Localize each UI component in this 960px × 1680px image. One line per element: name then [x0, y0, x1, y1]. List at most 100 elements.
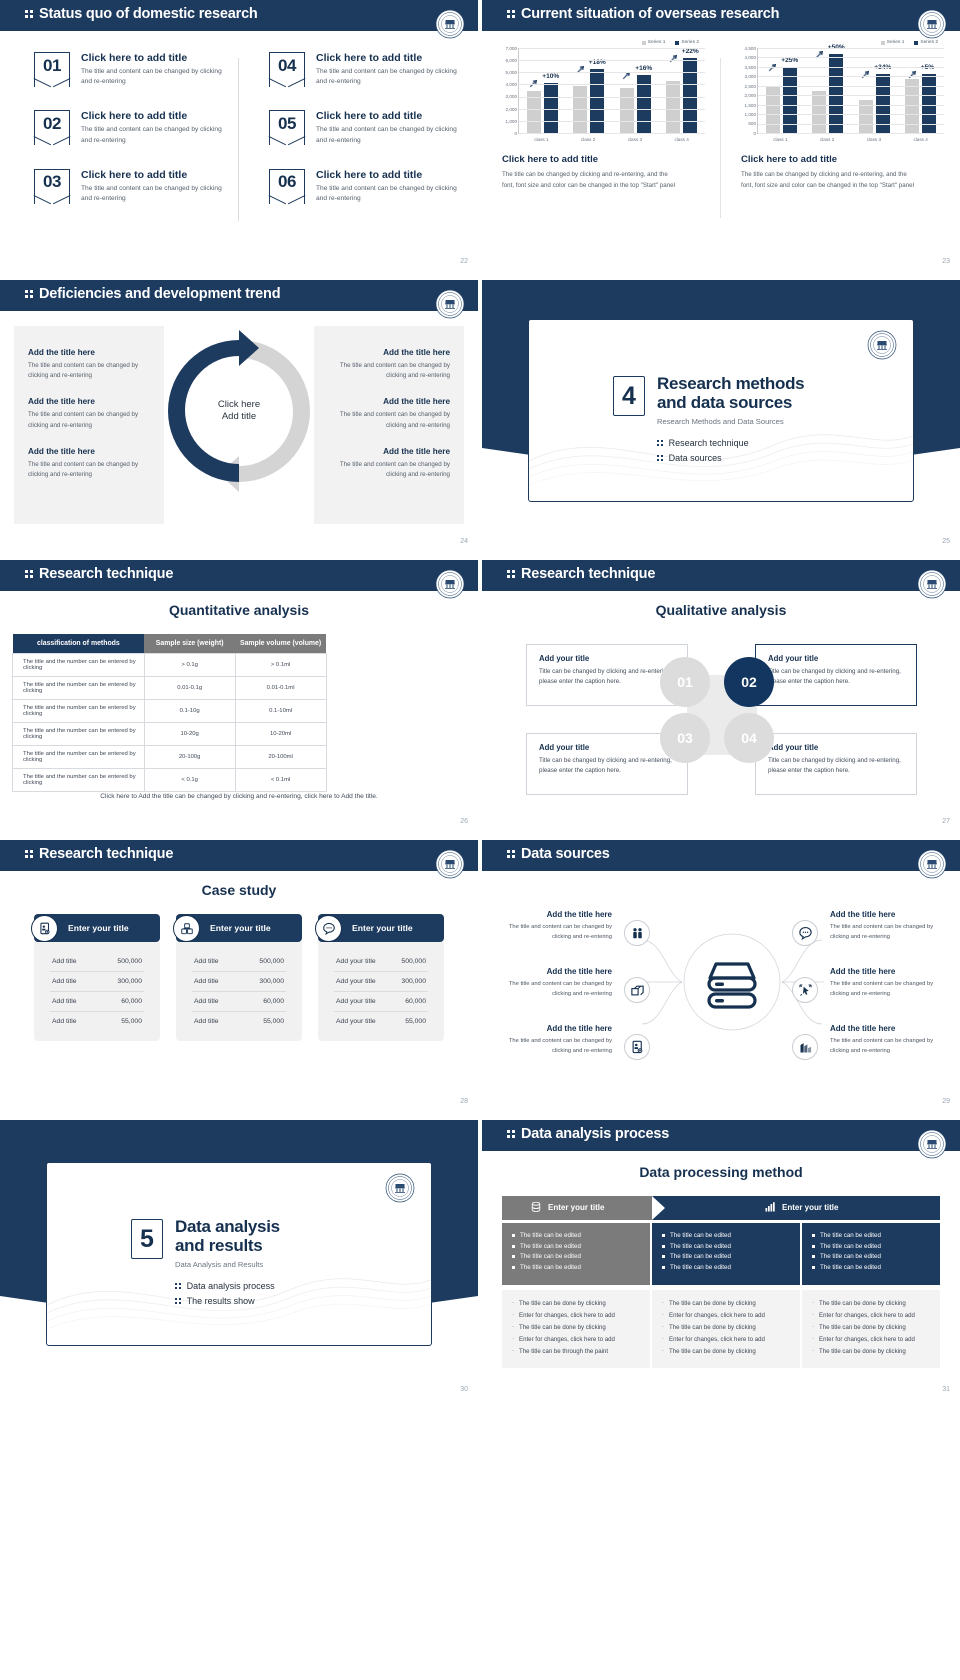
percent-annotation: +25% — [781, 57, 799, 65]
case-row-label: Add your title — [336, 958, 376, 965]
table-row[interactable]: The title and the number can be entered … — [12, 768, 327, 792]
item-body: The title and content can be changed by … — [339, 411, 450, 429]
number-badge: 03 — [34, 168, 70, 204]
process-top-cell[interactable]: The title can be edited The title can be … — [652, 1223, 800, 1285]
item-title: Click here to add title — [81, 52, 188, 64]
case-row: Add your title 60,000 — [334, 992, 428, 1012]
source-item-right-3[interactable]: Add the title here The title and content … — [830, 1024, 950, 1056]
list-item[interactable]: Add the title here The title and content … — [328, 397, 450, 430]
table-cell: 20-100g — [143, 745, 236, 769]
list-item[interactable]: 01 Click here to add title The title and … — [34, 52, 231, 87]
list-item[interactable]: 05 Click here to add title The title and … — [269, 110, 470, 146]
bar-2 — [683, 57, 698, 133]
y-tick-label: 3,000 — [505, 94, 518, 100]
slide-section-research-methods: 4 Research methods and data sources Resea… — [482, 280, 960, 550]
y-tick-label: 7,000 — [505, 45, 518, 51]
case-card-title: Enter your title — [210, 923, 271, 933]
process-header-2[interactable] — [652, 1196, 940, 1220]
item-body: The title and content can be changed by … — [508, 981, 612, 997]
process-bottom-cell[interactable]: The title can be done by clicking Enter f… — [652, 1290, 800, 1368]
list-item[interactable]: Add the title here The title and content … — [28, 447, 150, 480]
chart-caption-body: The title can be changed by clicking and… — [502, 171, 675, 189]
percent-annotation: +50% — [827, 44, 845, 52]
slide-title: Current situation of overseas research — [507, 6, 780, 22]
number-badge: 02 — [34, 110, 70, 146]
process-header-1[interactable] — [502, 1196, 654, 1220]
list-item[interactable]: 06 Click here to add title The title and … — [269, 168, 470, 204]
cycle-center-label[interactable]: Click here Add title — [197, 369, 281, 453]
step-circle-01[interactable]: 01 — [660, 657, 710, 707]
list-item[interactable]: Add the title here The title and content … — [328, 348, 450, 381]
case-row: Add title 300,000 — [192, 972, 286, 992]
table-row[interactable]: The title and the number can be entered … — [12, 722, 327, 746]
bar-group: +34% — [851, 48, 898, 133]
section-content: 5 Data analysis and results Data Analysis… — [131, 1217, 280, 1311]
list-item[interactable]: Add the title here The title and content … — [28, 348, 150, 381]
table-row[interactable]: The title and the number can be entered … — [12, 676, 327, 700]
section-bullet[interactable]: Data analysis process — [175, 1281, 280, 1291]
case-row-value: 500,000 — [401, 958, 426, 965]
case-card[interactable]: Enter your title Add title 500,000 Add titl… — [173, 914, 302, 1041]
bar-chart-icon — [792, 1034, 818, 1060]
title-dots-icon — [25, 10, 33, 19]
list-item[interactable]: 04 Click here to add title The title and … — [269, 52, 470, 87]
numbered-items: 01 Click here to add title The title and … — [0, 52, 478, 227]
cycle-left-panel: Add the title here The title and content … — [14, 326, 164, 524]
table-row[interactable]: The title and the number can be entered … — [12, 653, 327, 677]
step-circle-04[interactable]: 04 — [724, 713, 774, 763]
item-title: Add the title here — [28, 348, 95, 357]
trend-arrow-icon — [768, 63, 777, 72]
case-row-label: Add title — [52, 978, 77, 985]
slide-section-data-analysis: 5 Data analysis and results Data Analysis… — [0, 1120, 478, 1398]
university-seal-icon — [917, 1129, 947, 1159]
step-circle-03[interactable]: 03 — [660, 713, 710, 763]
slide-data-analysis-process: Data analysis process Data processing me… — [482, 1120, 960, 1398]
source-item-left-2[interactable]: Add the title here The title and content … — [492, 967, 612, 999]
table-row[interactable]: The title and the number can be entered … — [12, 745, 327, 769]
section-bullet[interactable]: Data sources — [657, 453, 804, 463]
section-cover: 4 Research methods and data sources Resea… — [482, 280, 960, 550]
cycle-arrows: Click here to add title Click here to ad… — [162, 321, 314, 496]
quadrant-card-02[interactable]: Add your title Title can be changed by c… — [755, 644, 917, 706]
chart-legend: Series 1 Series 2 — [737, 40, 944, 45]
section-bullet[interactable]: The results show — [175, 1296, 280, 1306]
table-cell: > 0.1ml — [234, 653, 327, 677]
list-item[interactable]: 02 Click here to add title The title and … — [34, 110, 231, 146]
list-item[interactable]: 03 Click here to add title The title and … — [34, 168, 231, 204]
case-card[interactable]: Enter your title Add title 500,000 Add titl… — [31, 914, 160, 1041]
case-card[interactable]: Enter your title Add your title 500,000 Add… — [315, 914, 444, 1041]
section-bullet[interactable]: Research technique — [657, 438, 804, 448]
list-item[interactable]: Add the title here The title and content … — [28, 397, 150, 430]
center-line-1: Click here — [217, 398, 261, 410]
slide-title: Status quo of domestic research — [25, 6, 258, 22]
source-item-right-2[interactable]: Add the title here The title and content … — [830, 967, 950, 999]
item-body: The title and content can be changed by … — [28, 460, 139, 479]
slide-header-bar — [482, 0, 960, 31]
col-header-1: Sample size (weight) — [144, 634, 236, 654]
cursor-click-icon — [792, 977, 818, 1003]
grid-line — [758, 133, 944, 134]
process-top-cell[interactable]: The title can be edited The title can be … — [502, 1223, 650, 1285]
legend-series-2: Series 2 — [914, 40, 938, 45]
source-item-left-3[interactable]: Add the title here The title and content … — [492, 1024, 612, 1056]
bar-chart-icon — [765, 1202, 775, 1212]
table-row[interactable]: The title and the number can be entered … — [12, 699, 327, 723]
case-row: Add title 55,000 — [192, 1012, 286, 1031]
item-title: Click here to add title — [81, 110, 188, 123]
percent-annotation: +16% — [635, 65, 653, 73]
step-circle-02[interactable]: 02 — [724, 657, 774, 707]
source-item-right-1[interactable]: Add the title here The title and content … — [830, 910, 950, 942]
process-bottom-cell[interactable]: The title can be done by clicking Enter f… — [802, 1290, 940, 1368]
process-bottom-cell[interactable]: The title can be done by clicking Enter f… — [502, 1290, 650, 1368]
grid-line — [758, 57, 944, 58]
process-top-item: The title can be edited — [812, 1243, 930, 1250]
process-top-cell[interactable]: The title can be edited The title can be … — [802, 1223, 940, 1285]
process-top-item: The title can be edited — [512, 1253, 640, 1260]
process-header-2-label: Enter your title — [782, 1202, 839, 1212]
bullet-dots-icon — [657, 440, 663, 446]
list-item[interactable]: Add the title here The title and content … — [328, 447, 450, 480]
source-item-left-1[interactable]: Add the title here The title and content … — [492, 910, 612, 942]
case-row: Add title 500,000 — [50, 952, 144, 972]
page-number: 23 — [942, 258, 950, 265]
quadrant-card-04[interactable]: Add your title Title can be changed by c… — [755, 733, 917, 795]
